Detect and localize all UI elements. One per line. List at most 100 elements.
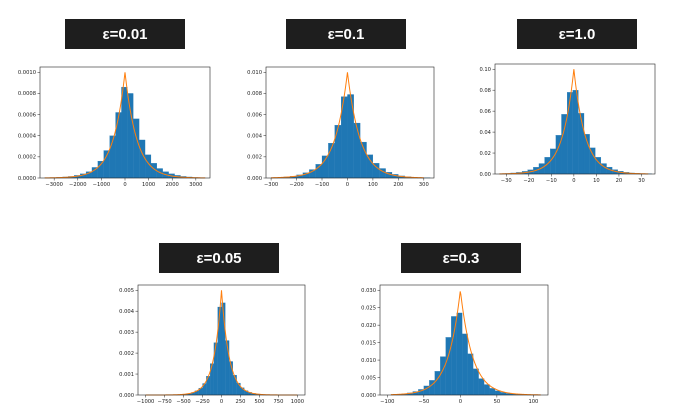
y-axis: 0.0000 0.0002 0.0004 0.0006 0.0008 0.0010 [18,70,40,182]
histogram-bar [478,378,485,396]
x-tick-label: 200 [393,182,403,188]
y-tick-label: 0.000 [119,393,134,399]
plot-frame [379,284,549,396]
histogram-bar [494,390,501,396]
y-tick-label: 0.000 [361,393,376,399]
y-axis: 0.000 0.002 0.004 0.006 0.008 0.010 [247,70,266,182]
x-tick-label: 750 [273,399,283,405]
histogram-bar [467,353,474,396]
y-axis: 0.00 0.02 0.04 0.06 0.08 0.10 [479,67,495,178]
x-tick-label: 50 [494,399,501,405]
x-tick-label: 0 [123,182,126,188]
x-tick-label: −100 [380,399,394,405]
x-tick-label: 250 [236,399,246,405]
x-axis: −1000 −750 −500 −250 0 250 500 750 1000 [137,395,304,405]
density-curve [499,69,649,175]
x-tick-label: −30 [501,178,512,184]
y-tick-label: 0.020 [361,323,376,329]
y-tick-label: 0.04 [479,130,491,136]
histogram-bar [445,337,452,396]
x-tick-label: 100 [528,399,538,405]
histogram-bar [473,368,479,396]
density-curve [271,72,424,179]
x-axis: −3000 −2000 −1000 0 1000 2000 3000 [45,178,202,188]
y-tick-label: 0.002 [247,155,262,161]
y-tick-label: 0.004 [247,134,263,140]
y-tick-label: 0.002 [119,351,134,357]
y-tick-label: 0.0004 [18,134,37,140]
x-tick-label: 0 [572,178,575,184]
chart-title: ε=0.01 [102,25,148,43]
x-tick-label: 500 [255,399,265,405]
y-tick-label: 0.00 [479,172,491,178]
chart-title: ε=1.0 [558,25,596,43]
x-tick-label: 10 [593,178,600,184]
histogram-bar [489,388,496,396]
x-tick-label: 0 [346,182,349,188]
x-tick-label: 1000 [291,399,304,405]
y-tick-label: 0.001 [119,372,134,378]
x-tick-label: −750 [157,399,171,405]
x-tick-label: −250 [195,399,209,405]
histogram-bar [462,333,468,396]
chart-title-banner: ε=0.05 [159,243,279,273]
histogram-bar [434,371,441,396]
x-tick-label: 2000 [166,182,179,188]
plot-frame [265,66,435,179]
x-tick-label: −200 [289,182,303,188]
x-axis: −300 −200 −100 0 100 200 300 [264,178,429,188]
x-tick-label: −1000 [93,182,111,188]
y-tick-label: 0.06 [479,109,491,115]
x-tick-label: −500 [176,399,190,405]
histogram-bar [451,316,457,396]
y-tick-label: 0.030 [361,288,376,294]
chart-title-banner: ε=0.1 [286,19,406,49]
x-axis: −30 −20 −10 0 10 20 30 [501,174,645,184]
histogram-bar [483,384,490,396]
x-axis: −100 −50 0 50 100 [380,395,538,405]
y-tick-label: 0.0010 [18,70,36,76]
x-tick-label: 1000 [142,182,155,188]
x-tick-label: −3000 [45,182,63,188]
x-tick-label: 0 [459,399,462,405]
y-tick-label: 0.0006 [18,112,36,118]
y-tick-label: 0.015 [361,340,376,346]
histogram-bar [456,312,463,396]
chart-title-banner: ε=1.0 [517,19,637,49]
x-tick-label: 0 [220,399,223,405]
x-tick-label: −50 [418,399,429,405]
x-tick-label: 300 [419,182,429,188]
y-tick-label: 0.000 [247,176,262,182]
density-curve [44,72,206,179]
y-tick-label: 0.010 [247,70,262,76]
x-tick-label: 20 [616,178,623,184]
x-tick-label: 30 [638,178,645,184]
y-tick-label: 0.010 [361,358,376,364]
x-tick-label: 100 [368,182,378,188]
chart-title-banner: ε=0.01 [65,19,185,49]
y-tick-label: 0.025 [361,305,376,311]
y-tick-label: 0.006 [247,112,262,118]
x-tick-label: −10 [546,178,557,184]
y-tick-label: 0.10 [479,67,491,73]
y-axis: 0.000 0.005 0.010 0.015 0.020 0.025 0.030 [361,288,380,399]
y-tick-label: 0.02 [479,151,491,157]
density-curve [390,291,541,396]
y-tick-label: 0.0000 [18,176,36,182]
y-tick-label: 0.004 [119,309,135,315]
y-tick-label: 0.005 [361,375,376,381]
chart-title: ε=0.3 [442,249,480,267]
chart-title-banner: ε=0.3 [401,243,521,273]
x-tick-label: −2000 [69,182,87,188]
y-tick-label: 0.0002 [18,155,36,161]
y-tick-label: 0.0008 [18,91,36,97]
y-tick-label: 0.005 [119,288,134,294]
x-tick-label: −300 [264,182,278,188]
y-tick-label: 0.008 [247,91,262,97]
x-tick-label: −100 [315,182,329,188]
